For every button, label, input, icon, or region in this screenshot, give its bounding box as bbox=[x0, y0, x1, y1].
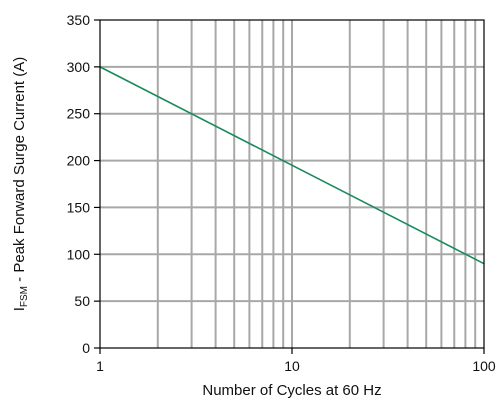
series-layer bbox=[99, 66, 485, 265]
grid bbox=[100, 20, 484, 348]
y-axis-title-main: I bbox=[11, 307, 28, 311]
series-line bbox=[99, 66, 485, 265]
y-tick-label: 100 bbox=[67, 246, 91, 262]
x-tick-label: 1 bbox=[96, 358, 104, 374]
y-tick-label: 250 bbox=[67, 106, 91, 122]
x-tick-label: 100 bbox=[472, 358, 496, 374]
y-tick-label: 350 bbox=[67, 12, 91, 28]
y-tick-label: 0 bbox=[82, 340, 90, 356]
axis-ticks: 0 50 100 150 200 250 300 350 1 10 100 bbox=[67, 12, 496, 374]
y-tick-label: 50 bbox=[74, 293, 90, 309]
y-axis-title: IFSM - Peak Forward Surge Current (A) bbox=[11, 57, 30, 312]
y-axis-title-rest: - Peak Forward Surge Current (A) bbox=[11, 57, 28, 286]
y-axis-title-subscript: FSM bbox=[19, 286, 30, 307]
y-tick-label: 300 bbox=[67, 59, 91, 75]
x-axis-title: Number of Cycles at 60 Hz bbox=[202, 382, 381, 399]
y-tick-label: 200 bbox=[67, 153, 91, 169]
x-tick-label: 10 bbox=[284, 358, 300, 374]
y-tick-label: 150 bbox=[67, 199, 91, 215]
